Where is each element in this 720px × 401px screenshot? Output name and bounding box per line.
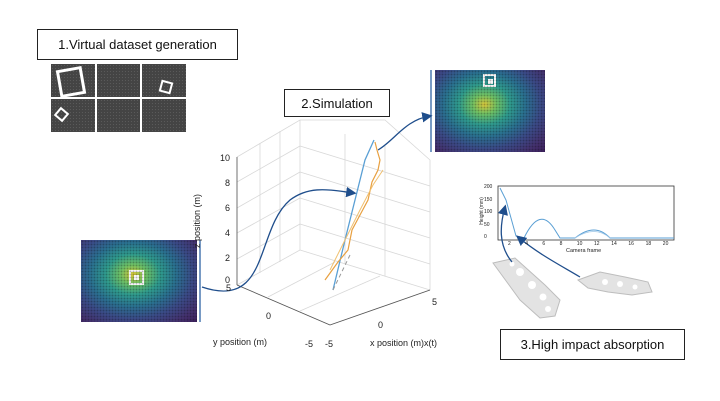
arrow-sole-to-plot-left xyxy=(497,204,513,263)
height-plot-ytick: 0 xyxy=(484,234,487,240)
step3-text: 3.High impact absorption xyxy=(520,337,665,352)
x-tick: 0 xyxy=(378,320,384,330)
height-plot-xtick: 20 xyxy=(662,241,669,247)
height-plot-xtick: 4 xyxy=(525,241,528,247)
trajectory-dashed xyxy=(332,254,351,291)
height-plot-xtick: 2 xyxy=(508,241,511,247)
height-plot-xtick: 14 xyxy=(611,241,617,247)
height-plot-xtick: 8 xyxy=(559,241,563,247)
trajectory-orange-2 xyxy=(329,169,384,271)
height-plot-xtick: 18 xyxy=(645,241,652,247)
height-plot-xtick: 12 xyxy=(594,241,600,247)
height-plot-ytick: 100 xyxy=(484,209,493,215)
height-plot-ytick: 150 xyxy=(484,196,493,203)
arrow-heatmap-to-trajectory xyxy=(201,186,357,292)
dataset-thumb xyxy=(96,99,141,132)
trajectory-orange xyxy=(324,141,381,281)
sole-left xyxy=(492,257,561,319)
marker-large xyxy=(55,65,87,99)
z-tick: 4 xyxy=(225,228,231,238)
plot3d-axes xyxy=(236,157,431,326)
dataset-thumb xyxy=(51,64,95,99)
x-axis-label: x position (m)x(t) xyxy=(370,338,438,348)
plot3d-grid xyxy=(236,119,431,326)
height-plot-xtick: 6 xyxy=(542,241,546,247)
x-tick: -5 xyxy=(325,339,334,349)
z-axis-label: z position (m) xyxy=(192,193,203,249)
step1-text: 1.Virtual dataset generation xyxy=(58,37,217,52)
x-tick: 5 xyxy=(432,297,438,307)
height-plot-xtick: 10 xyxy=(576,241,583,247)
height-plot-xlabel: Camera frame xyxy=(566,248,602,254)
y-tick: 0 xyxy=(266,311,272,321)
dataset-thumb xyxy=(142,64,186,97)
step3-label: 3.High impact absorption xyxy=(500,329,685,360)
step1-label: 1.Virtual dataset generation xyxy=(37,29,238,60)
z-tick: 0 xyxy=(225,275,231,285)
trajectory-blue xyxy=(332,139,375,291)
z-tick: 2 xyxy=(225,253,231,263)
heatmap-top xyxy=(435,70,545,152)
sole-right xyxy=(576,271,653,296)
arrow-trajectory-to-heatmap xyxy=(377,112,433,151)
dataset-thumbnails xyxy=(51,64,186,132)
height-plot-ytick: 200 xyxy=(484,184,493,190)
height-plot xyxy=(497,185,675,241)
z-tick: 6 xyxy=(225,203,231,213)
z-tick: 8 xyxy=(225,178,231,188)
y-axis-label: y position (m) xyxy=(213,337,268,347)
height-plot-ytick: 50 xyxy=(484,221,490,228)
dataset-thumb xyxy=(51,99,95,132)
heatmap-left xyxy=(81,240,197,322)
dataset-thumb xyxy=(142,99,186,132)
arrow-sole-to-plot-right xyxy=(515,235,581,278)
z-tick: 10 xyxy=(220,153,231,163)
y-tick: 5 xyxy=(226,283,232,293)
height-plot-xtick: 16 xyxy=(628,241,634,247)
step2-text: 2.Simulation xyxy=(301,95,373,111)
dataset-thumb xyxy=(96,64,141,97)
step2-label: 2.Simulation xyxy=(284,89,390,117)
y-tick: -5 xyxy=(305,339,314,349)
